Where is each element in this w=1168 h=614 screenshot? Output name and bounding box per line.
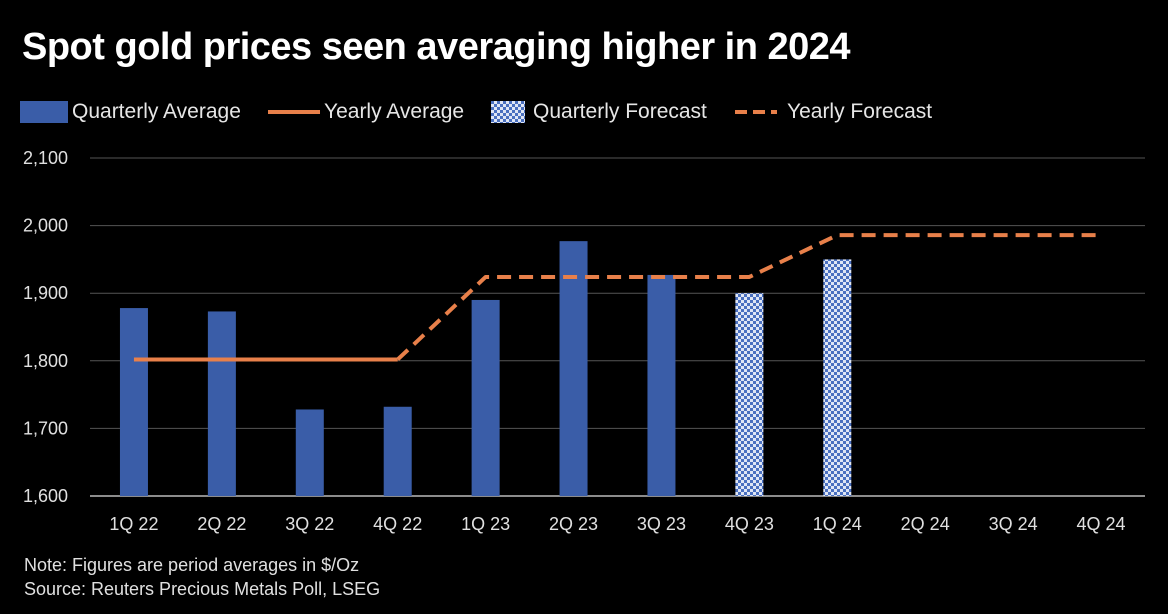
y-tick-label: 1,700 <box>23 418 68 438</box>
bar-quarterly-forecast <box>735 293 764 496</box>
y-tick-label: 1,800 <box>23 351 68 371</box>
bar-quarterly-average <box>119 308 148 496</box>
y-tick-label: 1,900 <box>23 283 68 303</box>
line-yearly-forecast <box>396 233 1102 361</box>
x-tick-label: 4Q 23 <box>725 514 774 534</box>
legend: Quarterly Average Yearly Average Quarter… <box>0 96 1168 128</box>
legend-label-yearly-forecast: Yearly Forecast <box>787 100 933 123</box>
chart-title: Spot gold prices seen averaging higher i… <box>22 26 851 68</box>
legend-item-quarterly-forecast: Quarterly Forecast <box>491 96 707 128</box>
legend-swatch-dash <box>735 110 777 114</box>
source-text: Source: Reuters Precious Metals Poll, LS… <box>24 579 381 599</box>
bar-quarterly-average <box>559 241 588 496</box>
legend-swatch-pattern <box>491 101 525 123</box>
x-tick-label: 3Q 23 <box>637 514 686 534</box>
x-tick-label: 3Q 22 <box>285 514 334 534</box>
x-tick-label: 3Q 24 <box>989 514 1038 534</box>
x-tick-label: 2Q 22 <box>197 514 246 534</box>
bar-quarterly-average <box>471 299 500 496</box>
legend-item-yearly-average: Yearly Average <box>268 96 464 128</box>
x-tick-label: 4Q 24 <box>1077 514 1126 534</box>
legend-swatch-bar <box>20 101 68 123</box>
note-text: Note: Figures are period averages in $/O… <box>24 555 360 575</box>
x-tick-label: 2Q 24 <box>901 514 950 534</box>
x-tick-label: 1Q 23 <box>461 514 510 534</box>
x-tick-label: 1Q 24 <box>813 514 862 534</box>
bar-quarterly-average <box>647 274 676 496</box>
bar-quarterly-average <box>295 409 324 496</box>
legend-label-yearly-average: Yearly Average <box>324 100 465 123</box>
y-tick-label: 1,600 <box>23 486 68 506</box>
legend-item-quarterly-average: Quarterly Average <box>20 96 241 128</box>
y-tick-label: 2,000 <box>23 216 68 236</box>
bar-quarterly-forecast <box>823 259 852 496</box>
legend-label-quarterly-forecast: Quarterly Forecast <box>533 100 707 123</box>
x-tick-label: 2Q 23 <box>549 514 598 534</box>
x-tick-label: 1Q 22 <box>109 514 158 534</box>
x-tick-label: 4Q 22 <box>373 514 422 534</box>
legend-label-quarterly-average: Quarterly Average <box>72 100 241 123</box>
bar-quarterly-average <box>383 406 412 496</box>
notes: Note: Figures are period averages in $/O… <box>24 553 380 601</box>
y-tick-label: 2,100 <box>23 148 68 168</box>
legend-item-yearly-forecast: Yearly Forecast <box>735 96 932 128</box>
bar-quarterly-average <box>207 311 236 496</box>
legend-swatch-line <box>268 110 320 114</box>
